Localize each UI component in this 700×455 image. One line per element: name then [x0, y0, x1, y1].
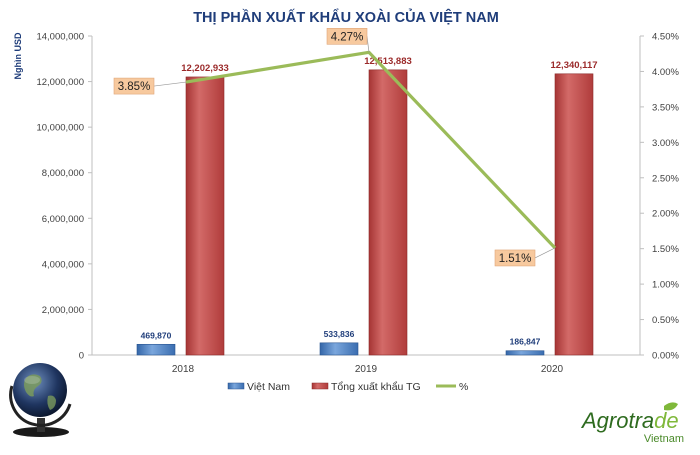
- legend-label-vietnam: Việt Nam: [247, 381, 290, 393]
- left-tick-label: 14,000,000: [36, 32, 84, 43]
- brand-name-part1: Agrotra: [580, 408, 654, 433]
- bar-world: [554, 73, 594, 356]
- percent-label-box: [494, 249, 536, 267]
- legend-swatch-vietnam: [227, 382, 245, 390]
- leaf-icon: [664, 402, 678, 411]
- right-tick-label: 0.00%: [652, 351, 679, 362]
- legend-label-percent: %: [459, 381, 468, 393]
- brand-sub: Vietnam: [644, 433, 684, 445]
- left-axis-ticks: 0 2,000,000 4,000,000 6,000,000 8,000,000 10,…: [36, 32, 92, 362]
- left-tick-label: 6,000,000: [42, 214, 84, 225]
- bar-world: [368, 69, 408, 356]
- bar-vietnam: [319, 342, 359, 356]
- y-axis-label: Nghìn USD: [13, 32, 23, 79]
- x-tick-label: 2019: [355, 364, 378, 375]
- bar-world: [185, 76, 225, 356]
- percent-label: 1.51%: [499, 253, 532, 265]
- brand-name-part2: de: [654, 408, 678, 433]
- right-tick-label: 0.50%: [652, 315, 679, 326]
- right-tick-label: 2.50%: [652, 173, 679, 184]
- right-tick-label: 1.00%: [652, 280, 679, 291]
- bar-vietnam: [505, 350, 545, 356]
- right-tick-label: 3.00%: [652, 138, 679, 149]
- right-tick-label: 1.50%: [652, 244, 679, 255]
- data-label-world: 12,513,883: [364, 56, 412, 67]
- legend-item-world: Tổng xuất khẩu TG: [311, 381, 421, 393]
- x-tick-label: 2018: [172, 364, 195, 375]
- legend-swatch-world: [311, 382, 329, 390]
- data-label-world: 12,340,117: [550, 60, 597, 71]
- percent-label-leader: [366, 36, 370, 53]
- chart-title: THỊ PHẦN XUẤT KHẨU XOÀI CỦA VIỆT NAM: [193, 8, 499, 26]
- percent-label-leader: [534, 247, 556, 259]
- left-tick-label: 12,000,000: [36, 77, 84, 88]
- bar-data-labels: 469,870 12,202,933 533,836 12,513,883 186,84…: [141, 56, 598, 347]
- x-tick-label: 2020: [541, 364, 564, 375]
- percent-labels: 3.85% 4.27% 1.51%: [113, 28, 556, 267]
- percent-label-box: [326, 28, 368, 45]
- percent-label: 3.85%: [118, 81, 151, 93]
- legend: Việt Nam Tổng xuất khẩu TG %: [227, 381, 468, 393]
- x-axis-ticks: 2018 2019 2020: [172, 364, 564, 375]
- bar-vietnam: [136, 343, 176, 356]
- legend-item-percent: %: [436, 381, 468, 393]
- left-tick-label: 8,000,000: [42, 168, 84, 179]
- right-tick-label: 3.50%: [652, 102, 679, 113]
- left-tick-label: 10,000,000: [36, 123, 84, 134]
- left-tick-label: 2,000,000: [42, 305, 84, 316]
- right-tick-label: 4.00%: [652, 67, 679, 78]
- percent-label-box: [113, 77, 155, 95]
- axes: [91, 36, 641, 356]
- data-label-vietnam: 186,847: [510, 337, 541, 347]
- agrotrade-logo: Agrotrade Vietnam: [580, 402, 684, 445]
- globe-icon: [9, 363, 72, 437]
- percent-label-leader: [153, 81, 187, 87]
- left-tick-label: 0: [79, 351, 84, 362]
- right-tick-label: 2.00%: [652, 209, 679, 220]
- right-axis-ticks: 0.00% 0.50% 1.00% 1.50% 2.00% 2.50% 3.00% 3.50%…: [640, 32, 679, 362]
- data-label-vietnam: 469,870: [141, 330, 172, 340]
- svg-text:Agrotrade: Agrotrade: [580, 408, 679, 433]
- bars: [136, 69, 594, 356]
- percent-label: 4.27%: [331, 31, 364, 43]
- data-label-vietnam: 533,836: [324, 329, 355, 339]
- legend-label-world: Tổng xuất khẩu TG: [331, 381, 421, 393]
- right-tick-label: 4.50%: [652, 32, 679, 43]
- left-tick-label: 4,000,000: [42, 259, 84, 270]
- legend-item-vietnam: Việt Nam: [227, 381, 290, 393]
- data-label-world: 12,202,933: [181, 63, 229, 74]
